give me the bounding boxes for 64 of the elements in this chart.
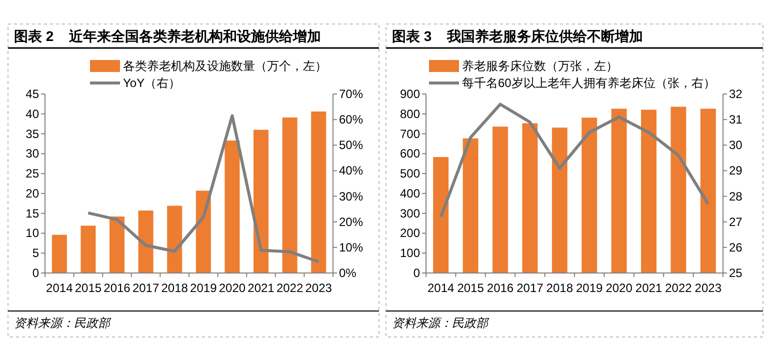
x-tick: 2021 — [635, 281, 662, 295]
y-tick: 25 — [26, 166, 39, 181]
x-tick: 2020 — [218, 281, 246, 295]
y2-tick: 25 — [729, 266, 742, 280]
y2-tick: 30 — [729, 138, 742, 152]
y-tick: 20 — [26, 186, 39, 200]
y2-tick: 10% — [339, 240, 364, 254]
y2-tick: 31 — [729, 112, 742, 127]
x-tick: 2015 — [457, 281, 484, 295]
y-tick: 5 — [32, 246, 39, 260]
y-tick: 15 — [26, 206, 39, 220]
y2-tick: 28 — [729, 189, 742, 204]
x-tick: 2014 — [428, 281, 454, 295]
y-tick: 40 — [26, 106, 39, 121]
legend: 每千名60岁以上老年人拥有养老床位（张，右） — [462, 76, 716, 90]
y-tick: 300 — [400, 206, 420, 220]
legend: 各类养老机构及设施数量（万个，左） — [123, 59, 327, 73]
y-tick: 45 — [26, 87, 39, 101]
x-tick: 2018 — [161, 281, 188, 295]
y-tick: 700 — [400, 126, 420, 141]
y2-tick: 0% — [339, 266, 356, 280]
y-tick: 100 — [400, 246, 420, 260]
y2-tick: 32 — [729, 87, 742, 101]
annotation: 资料来源：民政部 — [392, 316, 488, 330]
y-tick: 400 — [400, 186, 420, 200]
x-tick: 2017 — [132, 281, 160, 295]
x-tick: 2015 — [74, 281, 102, 295]
annotation: 资料来源：民政部 — [14, 316, 110, 330]
legend: 养老服务床位数（万张，左） — [462, 59, 618, 73]
x-tick: 2016 — [104, 281, 130, 295]
y-tick: 0 — [413, 266, 420, 280]
x-tick: 2018 — [546, 281, 573, 295]
y2-tick: 50% — [339, 138, 364, 152]
y-tick: 800 — [400, 106, 420, 121]
y-tick: 900 — [400, 87, 420, 101]
y2-tick: 26 — [729, 240, 742, 254]
x-tick: 2019 — [576, 281, 603, 295]
x-tick: 2022 — [665, 281, 692, 295]
y-tick: 30 — [26, 146, 39, 161]
title: 图表 2 近年来全国各类养老机构和设施供给增加 — [14, 28, 322, 44]
y-tick: 0 — [32, 266, 39, 280]
x-tick: 2022 — [276, 281, 304, 295]
x-tick: 2023 — [305, 281, 332, 295]
y-tick: 10 — [26, 226, 39, 240]
y-tick: 600 — [400, 146, 420, 161]
y2-tick: 30% — [339, 189, 364, 204]
y2-tick: 27 — [729, 214, 742, 229]
y2-tick: 60% — [339, 112, 364, 127]
y-tick: 35 — [26, 126, 39, 141]
title: 图表 3 我国养老服务床位供给不断增加 — [392, 28, 644, 44]
y2-tick: 20% — [339, 214, 364, 229]
y2-tick: 70% — [339, 87, 364, 101]
x-tick: 2023 — [694, 281, 722, 295]
x-tick: 2020 — [606, 281, 632, 295]
y-tick: 500 — [400, 166, 420, 181]
legend: YoY（右） — [123, 76, 181, 90]
x-tick: 2021 — [248, 281, 274, 295]
y-tick: 200 — [400, 226, 420, 240]
y2-tick: 40% — [339, 164, 364, 178]
x-tick: 2014 — [46, 281, 73, 295]
x-tick: 2017 — [516, 281, 544, 295]
x-tick: 2019 — [190, 281, 217, 295]
x-tick: 2016 — [486, 281, 514, 295]
y2-tick: 29 — [729, 164, 742, 178]
